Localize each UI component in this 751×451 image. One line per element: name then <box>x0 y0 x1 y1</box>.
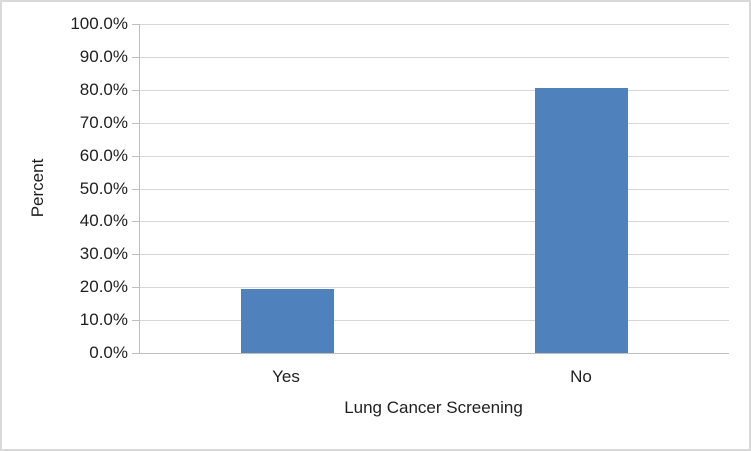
y-tick-mark-10 <box>132 320 139 321</box>
y-tick-label-90: 90.0% <box>79 47 128 66</box>
y-tick-mark-40 <box>132 221 139 222</box>
y-tick-mark-70 <box>132 123 139 124</box>
y-tick-mark-20 <box>132 287 139 288</box>
gridline-70 <box>140 123 729 124</box>
y-tick-mark-50 <box>132 189 139 190</box>
y-tick-label-80: 80.0% <box>79 80 128 99</box>
gridline-20 <box>140 287 729 288</box>
y-tick-label-20: 20.0% <box>79 277 128 296</box>
y-tick-label-10: 10.0% <box>79 310 128 329</box>
y-tick-mark-90 <box>132 57 139 58</box>
y-tick-mark-100 <box>132 24 139 25</box>
x-axis-title: Lung Cancer Screening <box>344 398 523 417</box>
plot-area <box>139 24 729 354</box>
y-tick-label-60: 60.0% <box>79 146 128 165</box>
gridline-50 <box>140 189 729 190</box>
y-tick-label-40: 40.0% <box>79 211 128 230</box>
x-category-label-no: No <box>570 367 592 386</box>
y-tick-mark-80 <box>132 90 139 91</box>
x-category-label-yes: Yes <box>272 367 300 386</box>
gridline-10 <box>140 320 729 321</box>
y-tick-label-0: 0.0% <box>89 343 128 362</box>
y-tick-mark-30 <box>132 254 139 255</box>
y-tick-label-30: 30.0% <box>79 244 128 263</box>
y-tick-mark-0 <box>132 353 139 354</box>
bar-yes <box>241 289 334 353</box>
gridline-100 <box>140 24 729 25</box>
gridline-40 <box>140 221 729 222</box>
y-tick-mark-60 <box>132 156 139 157</box>
y-tick-label-50: 50.0% <box>79 179 128 198</box>
gridline-30 <box>140 254 729 255</box>
gridline-80 <box>140 90 729 91</box>
bar-no <box>535 88 628 353</box>
gridline-90 <box>140 57 729 58</box>
y-tick-label-70: 70.0% <box>79 113 128 132</box>
y-tick-label-100: 100.0% <box>70 14 128 33</box>
gridline-60 <box>140 156 729 157</box>
